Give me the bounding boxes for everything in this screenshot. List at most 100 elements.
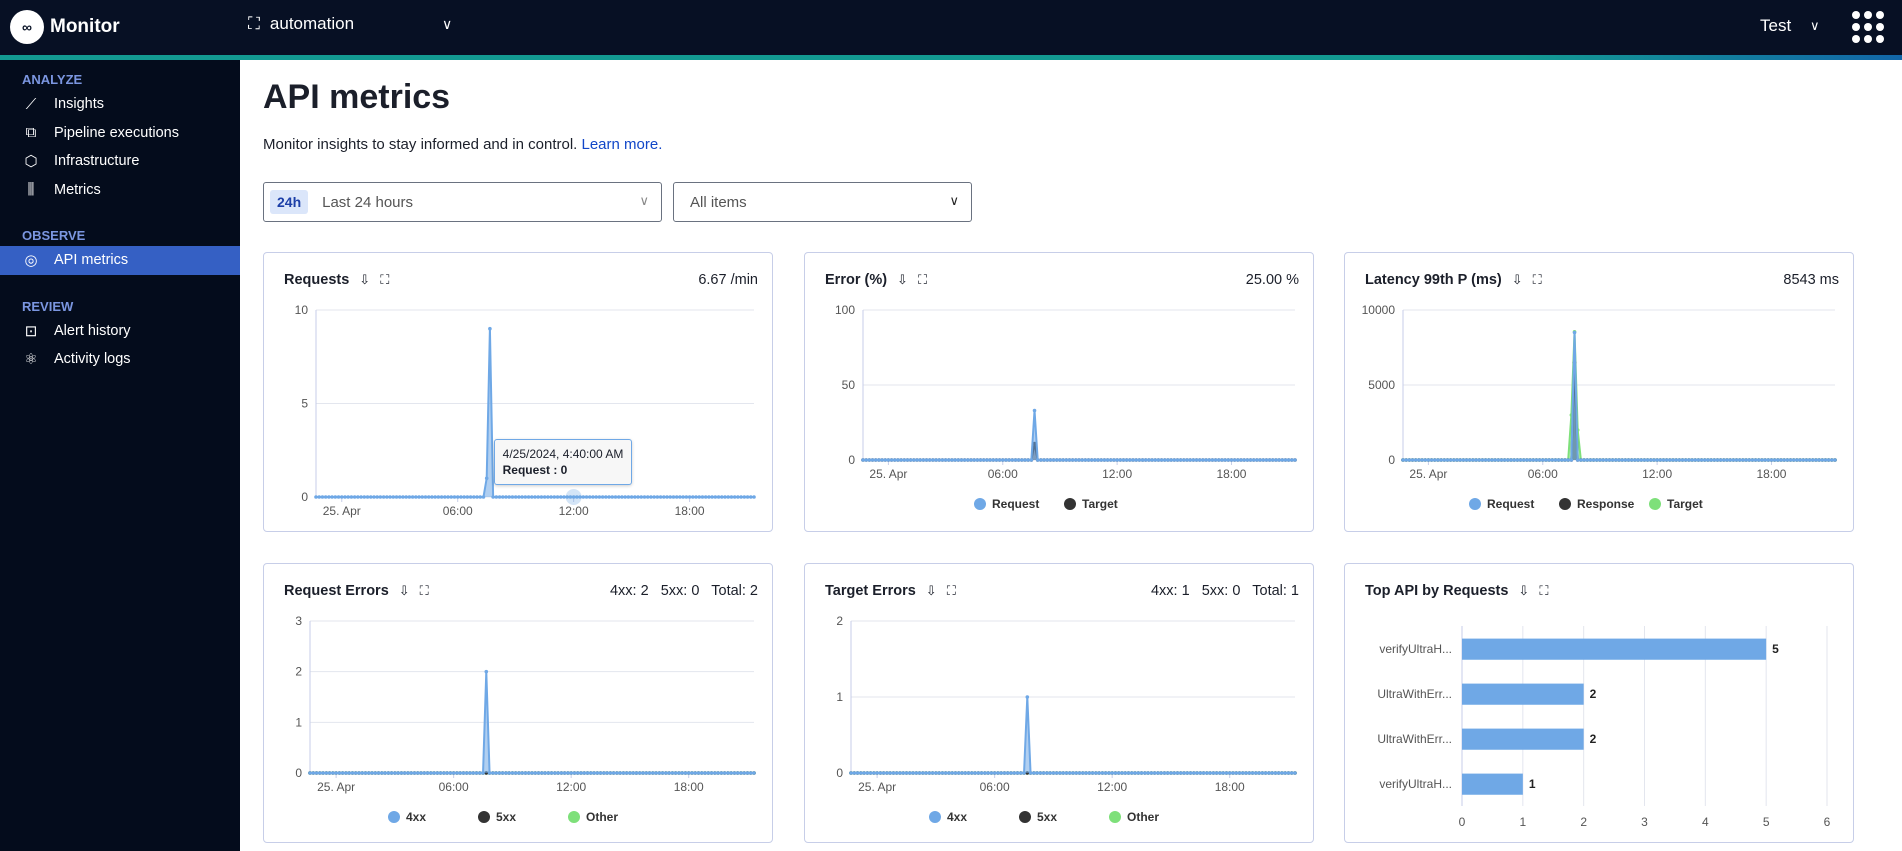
- data-point: [1448, 458, 1453, 462]
- expand-icon[interactable]: ⛶: [1539, 583, 1549, 598]
- legend-marker: [1649, 498, 1661, 510]
- data-point: [1131, 458, 1135, 462]
- sidebar-item-label: Alert history: [54, 322, 131, 339]
- data-point: [386, 771, 391, 775]
- data-point: [327, 495, 331, 499]
- data-point: [683, 771, 688, 775]
- sidebar-item-insights[interactable]: ⟋ Insights: [0, 90, 240, 119]
- top-bar: ∞ Monitor ⛶ automation ∨ Test ∨: [0, 0, 1902, 55]
- learn-more-link[interactable]: Learn more.: [581, 136, 663, 153]
- time-range-dropdown[interactable]: 24h Last 24 hours ∨: [263, 182, 662, 222]
- data-point: [872, 771, 876, 775]
- expand-icon[interactable]: ⛶: [1532, 272, 1542, 287]
- data-point: [481, 495, 486, 499]
- expand-icon[interactable]: ⛶: [380, 272, 390, 287]
- data-point: [1753, 458, 1758, 462]
- x-tick-label: 12:00: [1102, 467, 1132, 481]
- data-point: [1093, 458, 1097, 462]
- card-value: 8543 ms: [1783, 272, 1839, 288]
- expand-icon[interactable]: ⛶: [917, 272, 928, 287]
- data-point: [1289, 771, 1294, 775]
- data-point: [652, 495, 656, 499]
- legend-item[interactable]: Request: [1487, 497, 1534, 511]
- data-point: [368, 495, 373, 499]
- data-point: [529, 495, 534, 499]
- y-tick-label: 50: [842, 378, 856, 392]
- page-subtitle: Monitor insights to stay informed and in…: [263, 136, 662, 153]
- data-point: [1741, 458, 1745, 462]
- legend-item[interactable]: Other: [586, 810, 618, 824]
- download-icon[interactable]: ⇩: [1511, 272, 1523, 287]
- data-point: [585, 771, 590, 775]
- sidebar-item-metrics[interactable]: ⫼ Metrics: [0, 176, 240, 205]
- download-icon[interactable]: ⇩: [359, 272, 371, 287]
- chevron-down-icon[interactable]: ∨: [442, 16, 453, 32]
- data-point: [1218, 771, 1222, 775]
- data-point: [992, 771, 997, 775]
- data-point: [878, 771, 883, 775]
- sidebar-item-label: Insights: [54, 96, 104, 113]
- data-point: [399, 771, 404, 775]
- data-point: [1004, 458, 1008, 462]
- bar-data-label: 2: [1590, 687, 1597, 701]
- data-point: [1760, 458, 1764, 462]
- sidebar-item-activity-logs[interactable]: ⚛ Activity logs: [0, 345, 240, 374]
- legend-item[interactable]: Request: [992, 497, 1039, 511]
- data-point: [517, 771, 521, 775]
- sidebar-item-alert-history[interactable]: ⊡ Alert history: [0, 317, 240, 346]
- user-menu[interactable]: Test: [1760, 16, 1792, 35]
- data-point: [978, 458, 983, 462]
- data-point: [468, 771, 472, 775]
- data-point: [1582, 458, 1586, 462]
- download-icon[interactable]: ⇩: [398, 583, 410, 598]
- data-point: [1116, 771, 1121, 775]
- download-icon[interactable]: ⇩: [897, 272, 908, 287]
- data-point: [629, 495, 634, 499]
- chevron-down-icon[interactable]: ∨: [1810, 18, 1820, 33]
- workspace-selector[interactable]: ⛶ automation: [248, 14, 354, 34]
- data-point: [520, 495, 524, 499]
- monitor-logo-icon[interactable]: ∞: [10, 10, 44, 44]
- legend-item[interactable]: 4xx: [947, 810, 967, 824]
- legend-item[interactable]: 5xx: [496, 810, 516, 824]
- sidebar-item-infrastructure[interactable]: ⬡ Infrastructure: [0, 147, 240, 176]
- sidebar-item-pipeline-executions[interactable]: ⧉ Pipeline executions: [0, 119, 240, 148]
- data-point: [1185, 771, 1190, 775]
- data-point: [1058, 458, 1062, 462]
- data-point: [1232, 458, 1237, 462]
- data-point: [1067, 458, 1072, 462]
- data-point: [1671, 458, 1675, 462]
- download-icon[interactable]: ⇩: [925, 583, 937, 598]
- download-icon[interactable]: ⇩: [1518, 583, 1530, 598]
- data-point: [924, 771, 928, 775]
- data-point: [1461, 458, 1466, 462]
- data-point: [849, 771, 853, 775]
- expand-icon[interactable]: ⛶: [946, 583, 956, 598]
- legend-item[interactable]: 5xx: [1037, 810, 1057, 824]
- legend-item[interactable]: 4xx: [406, 810, 426, 824]
- items-dropdown[interactable]: All items ∨: [673, 182, 972, 222]
- legend-item[interactable]: Target: [1667, 497, 1703, 511]
- legend-item[interactable]: Other: [1127, 810, 1159, 824]
- x-tick-label: 5: [1763, 815, 1770, 829]
- legend-marker: [1019, 811, 1031, 823]
- data-point: [686, 771, 691, 775]
- data-point: [1588, 458, 1593, 462]
- legend-item[interactable]: Target: [1082, 497, 1118, 511]
- data-point: [921, 458, 926, 462]
- data-point: [975, 458, 980, 462]
- accent-bar: [0, 55, 1902, 60]
- data-point: [1242, 458, 1246, 462]
- legend-item[interactable]: Response: [1577, 497, 1635, 511]
- series-area-request: [1403, 332, 1835, 460]
- data-point: [1113, 771, 1118, 775]
- data-point: [1648, 458, 1653, 462]
- data-point: [565, 495, 570, 499]
- expand-icon[interactable]: ⛶: [419, 583, 429, 598]
- data-point: [1439, 458, 1443, 462]
- data-point: [504, 771, 508, 775]
- data-point: [539, 771, 544, 775]
- sidebar-item-api-metrics[interactable]: ◎ API metrics: [0, 246, 240, 275]
- data-point: [446, 495, 450, 499]
- app-launcher-icon[interactable]: [1852, 11, 1884, 43]
